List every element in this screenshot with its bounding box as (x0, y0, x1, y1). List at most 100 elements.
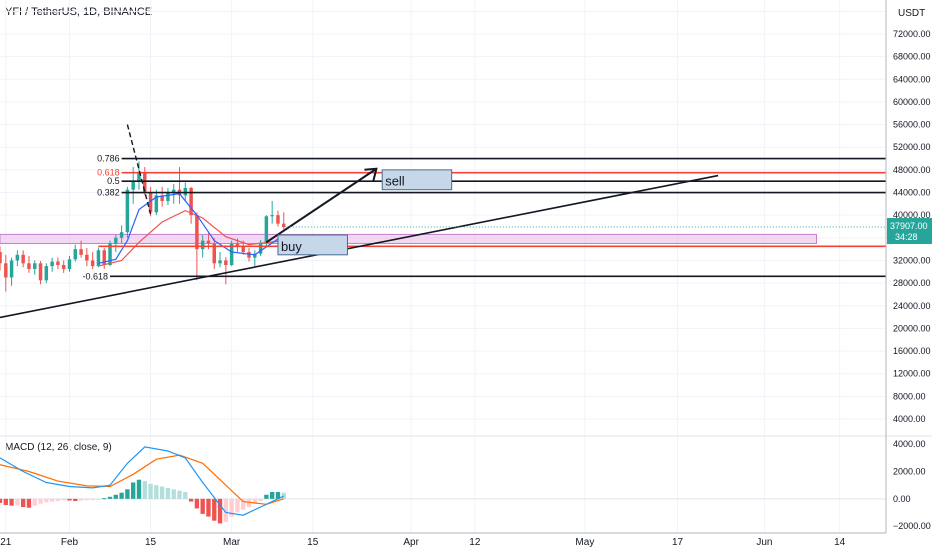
macd-bar-20 (113, 494, 118, 499)
macd-bar-21 (119, 492, 124, 499)
macd-bar-36 (206, 498, 211, 517)
y-tick-label-7: 48000.00 (893, 165, 931, 175)
support-zone (0, 233, 818, 244)
candle-body-2 (9, 260, 14, 278)
candle-body-36 (206, 240, 211, 244)
macd-bar-1 (3, 498, 8, 505)
macd-bar-8 (44, 498, 49, 503)
macd-bar-12 (67, 498, 72, 501)
macd-signal-line (0, 454, 284, 505)
y-tick-label-5: 56000.00 (893, 120, 931, 130)
currency-label: USDT (898, 8, 926, 19)
macd-bar-27 (154, 485, 159, 499)
note-text-buy: buy (281, 239, 302, 254)
y-tick-label-18: 4000.00 (893, 414, 926, 424)
candlesticks (0, 161, 286, 292)
candle-body-0 (0, 251, 2, 264)
x-tick-label-6: 12 (469, 537, 481, 548)
note-text-sell: sell (385, 174, 405, 189)
note-box-buy (277, 234, 348, 256)
candle-body-15 (85, 254, 89, 261)
candle-body-17 (96, 250, 101, 267)
ma-slow-line (98, 209, 284, 267)
y-tick-label-15: 16000.00 (893, 346, 931, 356)
macd-bar-16 (90, 498, 95, 501)
note-box-sell (381, 169, 453, 191)
macd-tick-label-3: −2000.00 (893, 521, 931, 531)
drawings-back (0, 233, 818, 244)
candle-body-24 (137, 172, 141, 182)
candle-body-7 (38, 263, 43, 281)
candle-body-38 (218, 260, 222, 264)
macd-bar-32 (183, 492, 188, 499)
arrow-line (265, 167, 377, 244)
candle-body-18 (102, 250, 106, 265)
arrow-head (364, 167, 378, 181)
x-tick-label-0: 21 (0, 537, 12, 548)
candle-body-8 (44, 266, 49, 281)
candle-body-25 (143, 172, 147, 193)
candle-body-11 (61, 264, 66, 269)
macd-bar-4 (20, 498, 26, 508)
candle-body-20 (114, 237, 118, 244)
candle-body-12 (67, 259, 72, 269)
y-tick-label-8: 44000.00 (893, 188, 931, 198)
x-tick-label-7: May (575, 537, 594, 548)
macd-bar-3 (15, 498, 20, 506)
x-tick-label-2: 15 (145, 537, 157, 548)
macd-bar-37 (212, 498, 217, 521)
level-label-2: 0.5 (107, 176, 120, 186)
macd-bar-2 (9, 498, 14, 506)
candle-body-1 (4, 263, 8, 278)
macd-title: MACD (12, 26, close, 9) (5, 442, 112, 453)
last-price-label: 37907.00 (890, 221, 928, 231)
level-label-3: 0.382 (97, 188, 120, 198)
macd-bar-48 (275, 492, 281, 499)
macd-bar-46 (264, 494, 269, 499)
macd-bar-30 (171, 489, 176, 499)
macd-bar-9 (49, 498, 55, 502)
candle-body-32 (183, 187, 188, 196)
macd-bar-11 (61, 498, 66, 501)
candle-body-30 (171, 189, 176, 193)
level-label-0: 0.786 (97, 154, 120, 164)
macd-tick-label-2: 0.00 (893, 494, 911, 504)
macd-bar-5 (26, 498, 32, 508)
candle-body-6 (33, 263, 37, 269)
y-tick-label-17: 8000.00 (893, 391, 926, 401)
macd-bar-0 (0, 498, 3, 503)
x-tick-label-4: 15 (307, 537, 319, 548)
candle-body-41 (235, 243, 240, 247)
macd-bar-35 (200, 498, 205, 514)
y-tick-label-14: 20000.00 (893, 323, 931, 333)
x-tick-label-9: Jun (756, 537, 772, 548)
chart-title: YFI / TetherUS, 1D, BINANCE (5, 6, 153, 18)
y-tick-label-3: 64000.00 (893, 74, 931, 84)
candle-body-29 (166, 192, 170, 202)
macd-bar-38 (217, 498, 223, 524)
countdown-label: 34:28 (895, 232, 918, 242)
candle-body-10 (56, 261, 60, 265)
candle-body-46 (264, 216, 269, 244)
macd-bar-29 (165, 487, 171, 499)
macd-bar-22 (125, 489, 130, 499)
candle-body-19 (108, 243, 112, 265)
macd-line (0, 446, 285, 516)
y-tick-label-12: 28000.00 (893, 278, 931, 288)
candle-body-49 (282, 223, 286, 228)
y-tick-label-2: 68000.00 (893, 52, 931, 62)
candle-body-47 (270, 215, 274, 217)
macd-bar-44 (252, 498, 257, 504)
macd-bar-23 (131, 482, 136, 499)
y-tick-label-4: 60000.00 (893, 97, 931, 107)
macd-tick-label-0: 4000.00 (893, 439, 926, 449)
candle-body-40 (229, 243, 234, 265)
macd-bar-13 (73, 498, 78, 502)
macd-bar-33 (188, 498, 194, 502)
level-label-5: -0.618 (82, 271, 108, 281)
y-tick-label-1: 72000.00 (893, 29, 931, 39)
candle-body-48 (276, 215, 280, 224)
macd-bar-39 (223, 498, 229, 523)
candle-body-33 (189, 187, 193, 216)
